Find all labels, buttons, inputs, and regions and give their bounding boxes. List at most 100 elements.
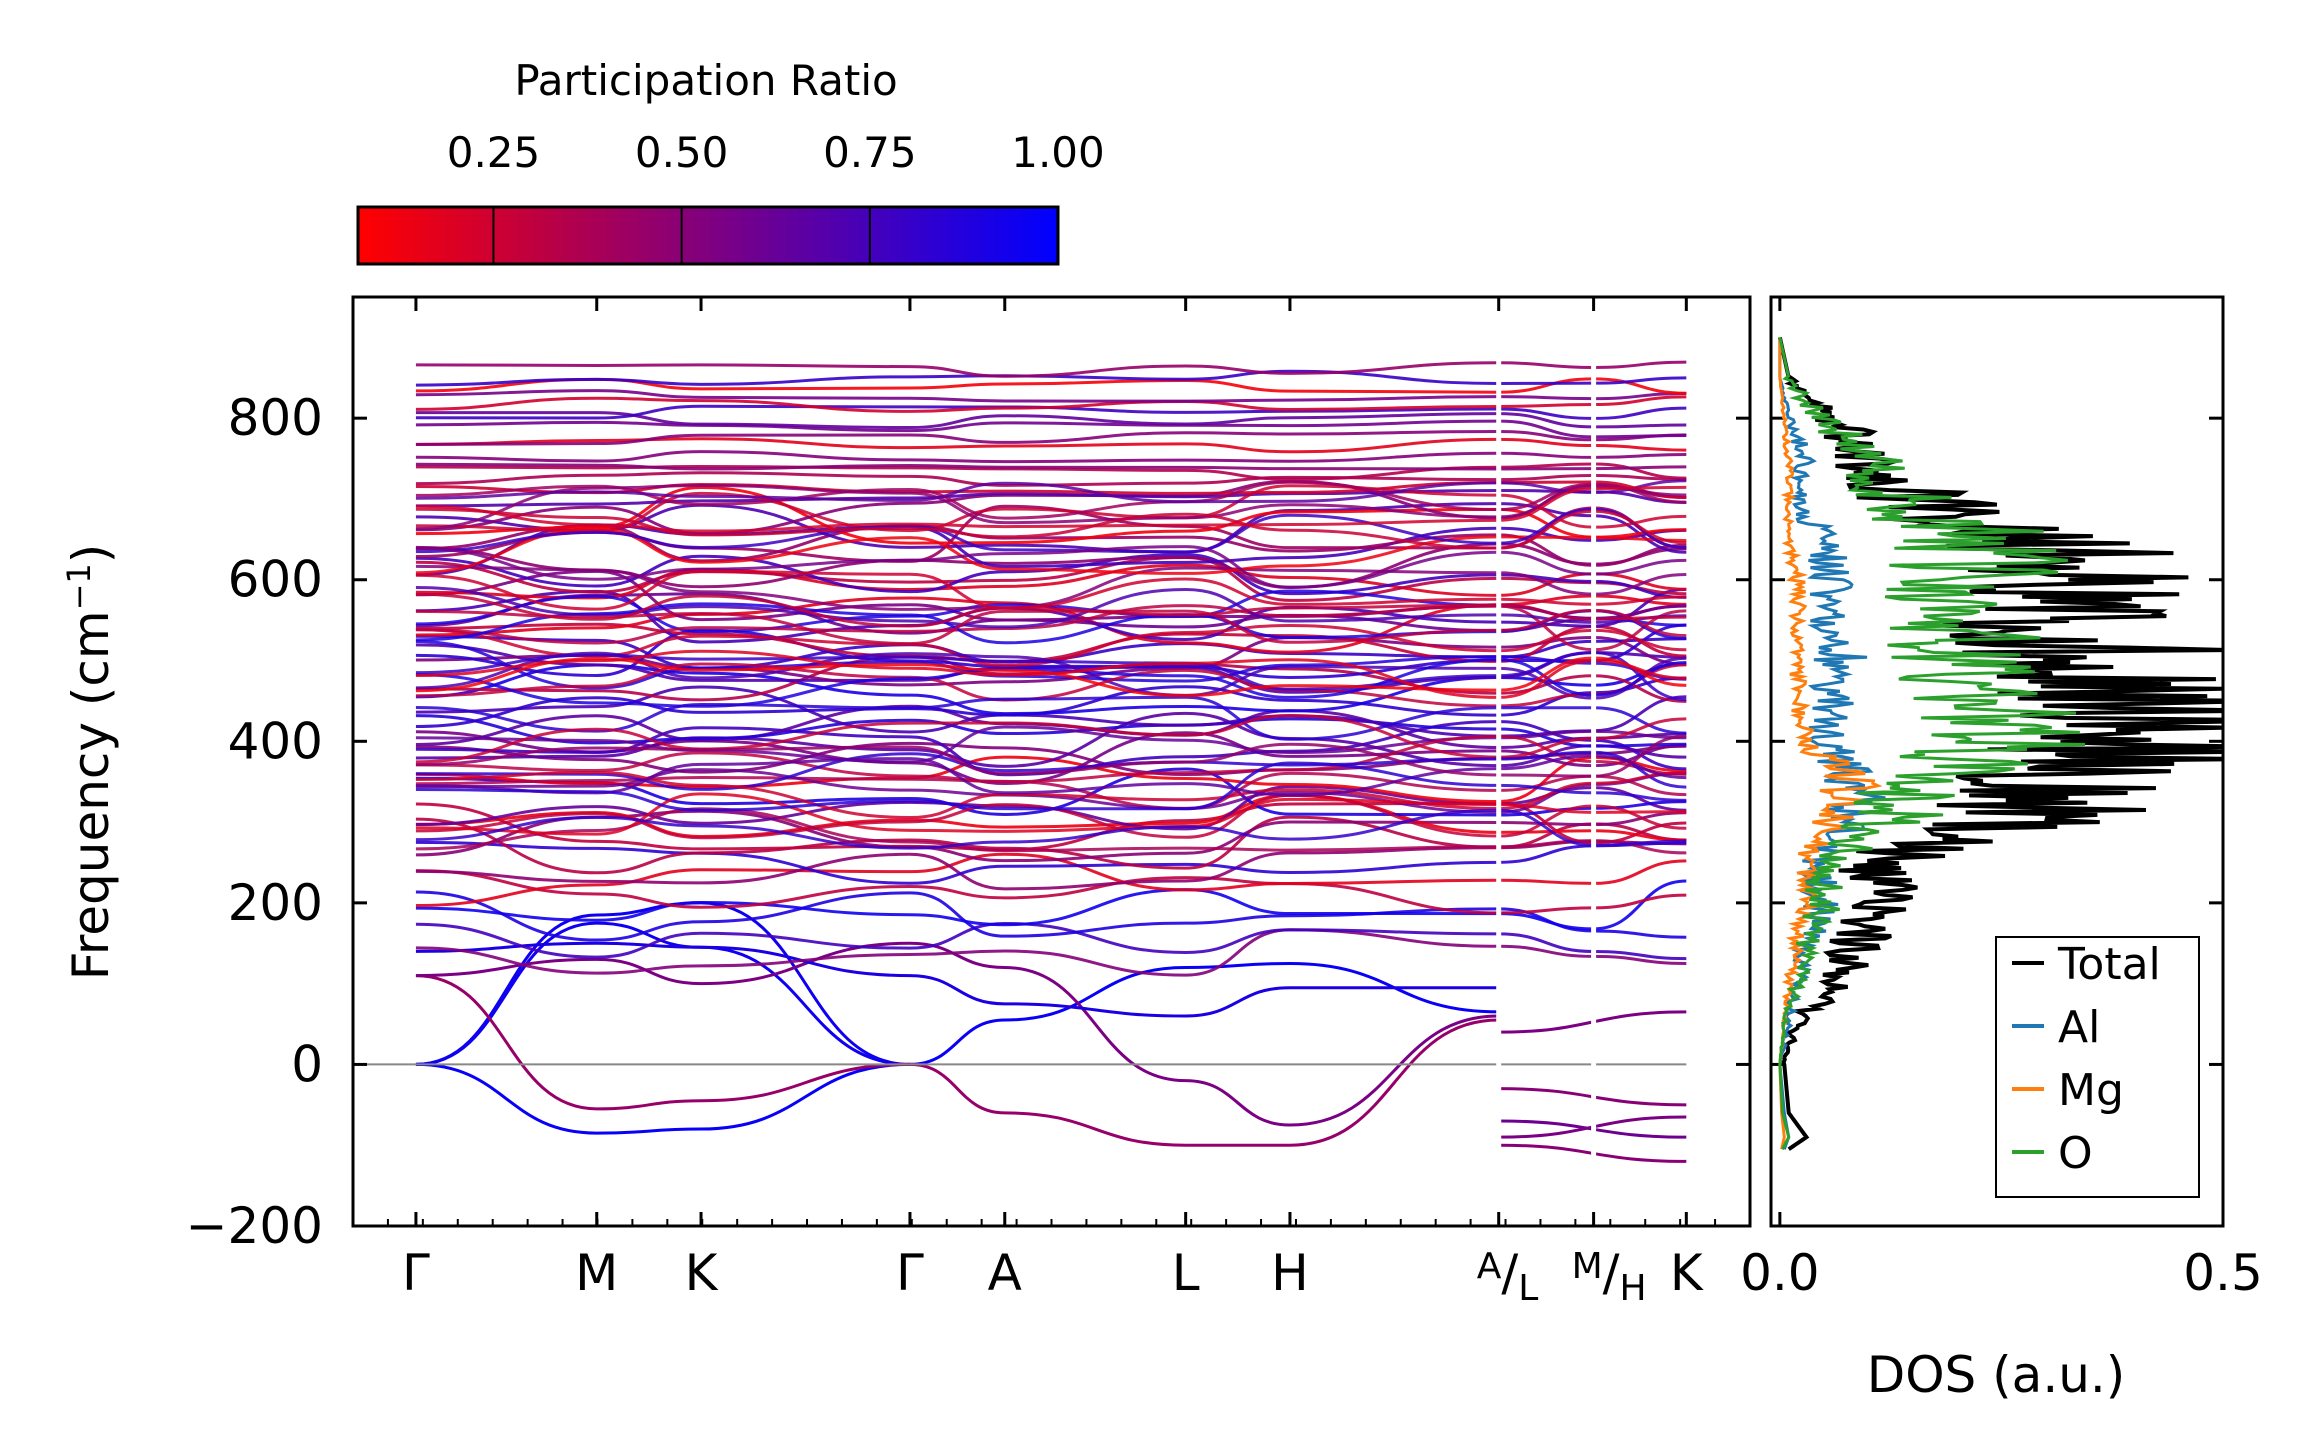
- optical-band: [415, 869, 1687, 915]
- k-tick-label: M/H: [1572, 1244, 1647, 1309]
- optical-band: [415, 623, 1687, 667]
- dos-Al: [1778, 337, 1886, 1150]
- optical-band: [415, 411, 1687, 430]
- optical-band: [415, 489, 1687, 508]
- legend-label-Total: Total: [2057, 939, 2161, 990]
- legend: Total Al Mg O: [1995, 936, 2200, 1198]
- k-tick-label: K: [685, 1244, 719, 1302]
- optical-band: [415, 480, 1687, 499]
- dos-O: [1778, 337, 2086, 1150]
- dos-x-tick-label: 0.0: [1740, 1244, 1820, 1302]
- k-path-separators: [1496, 297, 1597, 1226]
- k-point-ticks: Γ M K Γ A L H A/L M/H K: [352, 297, 1717, 1309]
- dos-panel: 0.0 0.5 DOS (a.u.) Total Al Mg O: [1740, 295, 2263, 1404]
- optical-band: [415, 569, 1687, 611]
- k-tick-label: Γ: [896, 1244, 924, 1302]
- optical-band: [415, 360, 1687, 378]
- dos-curves: [1777, 336, 2223, 1151]
- colorbar-tick-label: 0.50: [635, 128, 729, 177]
- k-tick-label: Γ: [402, 1244, 430, 1302]
- band-low-branch-3: [415, 941, 1499, 1018]
- optical-band: [415, 389, 1687, 403]
- y-tick-label: 200: [228, 874, 323, 932]
- optical-band: [415, 840, 1687, 885]
- optical-band: [415, 754, 1687, 797]
- colorbar-tick-label: 0.75: [823, 128, 917, 177]
- optical-band: [415, 484, 1687, 531]
- colorbar-tick-label: 1.00: [1011, 128, 1105, 177]
- legend-items: Total Al Mg O: [2012, 939, 2161, 1179]
- optical-band: [415, 592, 1687, 628]
- optical-band: [415, 564, 1687, 611]
- legend-label-O: O: [2058, 1128, 2093, 1179]
- optical-band: [415, 807, 1687, 855]
- optical-band: [415, 639, 1687, 690]
- optical-band: [415, 563, 1687, 600]
- optical-band: [415, 369, 1687, 387]
- optical-band: [415, 656, 1687, 698]
- optical-band: [415, 879, 1687, 931]
- optical-band: [415, 404, 1687, 420]
- k-tick-label: A: [988, 1244, 1022, 1302]
- phonon-bands: [415, 360, 1687, 1163]
- optical-band: [415, 809, 1687, 863]
- colorbar-ticks: 0.25 0.50 0.75 1.00: [447, 128, 1105, 264]
- optical-band: [415, 377, 1687, 395]
- band-acoustic-TA1: [415, 921, 910, 1066]
- optical-band: [415, 635, 1687, 687]
- optical-band: [415, 767, 1687, 817]
- optical-band: [415, 662, 1687, 716]
- optical-band: [415, 658, 1687, 708]
- colorbar-tick-label: 0.25: [447, 128, 541, 177]
- optical-band: [415, 471, 1687, 487]
- dos-Total: [1777, 336, 2223, 1151]
- optical-band: [415, 395, 1687, 413]
- legend-label-Al: Al: [2058, 1002, 2100, 1053]
- optical-band: [415, 479, 1687, 504]
- colorbar-gradient: [356, 205, 1060, 266]
- optical-band: [415, 695, 1687, 741]
- colorbar: Participation Ratio 0.25 0.50 0.75 1.00: [356, 56, 1105, 266]
- frequency-ticks: −200 0 200 400 600 800: [186, 389, 2223, 1255]
- optical-band: [415, 450, 1687, 464]
- y-tick-label: −200: [186, 1197, 323, 1255]
- k-tick-label: H: [1271, 1244, 1309, 1302]
- k-tick-label: K: [1670, 1244, 1704, 1302]
- legend-label-Mg: Mg: [2058, 1065, 2124, 1116]
- optical-band: [415, 890, 1687, 942]
- optical-band: [415, 527, 1687, 575]
- optical-band: [415, 714, 1687, 764]
- band-soft-mode-2: [415, 941, 1499, 1127]
- optical-band: [415, 714, 1687, 748]
- optical-band: [415, 761, 1687, 812]
- optical-band: [415, 785, 1687, 831]
- optical-band: [415, 734, 1687, 778]
- k-tick-label: M: [575, 1244, 618, 1302]
- frequency-axis-title: Frequency (cm−1): [60, 544, 120, 981]
- optical-band: [415, 429, 1687, 446]
- optical-band: [415, 545, 1687, 589]
- optical-band: [415, 928, 1687, 977]
- optical-band: [415, 808, 1687, 850]
- optical-band: [415, 921, 1687, 961]
- dos-axes-frame: [1769, 295, 2225, 1228]
- band-structure-panel: −200 0 200 400 600 800 Γ M K Γ A L H A/L M/H K Frequen…: [60, 295, 2223, 1309]
- optical-band: [415, 485, 1687, 533]
- k-tick-label: A/L: [1477, 1244, 1539, 1309]
- optical-band: [415, 462, 1687, 471]
- y-tick-label: 400: [228, 712, 323, 770]
- y-tick-label: 800: [228, 389, 323, 447]
- dos-axis-title: DOS (a.u.): [1867, 1346, 2126, 1404]
- optical-band: [415, 649, 1687, 699]
- band-acoustic-TA2: [415, 901, 910, 1066]
- y-tick-label: 600: [228, 551, 323, 609]
- optical-band: [415, 419, 1687, 439]
- dos-x-tick-label: 0.5: [2183, 1244, 2263, 1302]
- optical-band: [415, 662, 1687, 708]
- optical-band: [415, 676, 1687, 729]
- dos-ticks: 0.0 0.5: [1740, 297, 2263, 1302]
- optical-band: [415, 725, 1687, 764]
- colorbar-title: Participation Ratio: [514, 56, 897, 105]
- band-acoustic-LA: [415, 961, 1499, 1135]
